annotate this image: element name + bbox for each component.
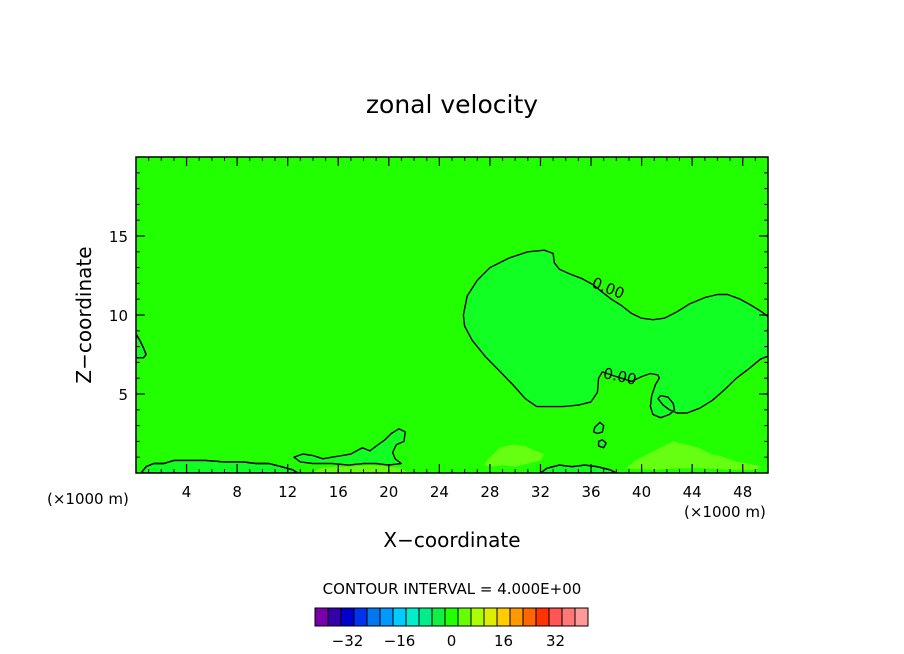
x-tick-label: 16: [329, 483, 348, 501]
contour-bottom-light-patch-2: [483, 444, 545, 467]
colorbar-tick-label: 0: [447, 632, 457, 650]
x-tick-label: 4: [182, 483, 192, 501]
colorbar-swatch: [470, 607, 485, 627]
colorbar-swatch: [522, 607, 537, 627]
x-tick-label: 8: [232, 483, 242, 501]
contour-line-left-edge-bump: [136, 333, 147, 359]
contour-small-loop-b: [597, 439, 607, 449]
x-tick-label: 32: [531, 483, 550, 501]
colorbar-swatch: [379, 607, 394, 627]
colorbar-swatch: [574, 607, 589, 627]
contour-line-bottom-contour-right: [540, 464, 617, 473]
colorbar-swatch: [392, 607, 407, 627]
y-axis-label: Z−coordinate: [72, 246, 96, 383]
x-tick-label: 12: [278, 483, 297, 501]
colorbar-title: CONTOUR INTERVAL = 4.000E+00: [323, 580, 582, 598]
contour-small-loop-a: [592, 421, 605, 435]
x-unit-left: (×1000 m): [47, 490, 129, 508]
chart-title: zonal velocity: [366, 90, 538, 119]
field-background: [136, 157, 768, 473]
colorbar: −32 −16 0 16 32: [314, 607, 589, 650]
x-unit-right: (×1000 m): [684, 503, 766, 521]
colorbar-swatch: [366, 607, 381, 627]
colorbar-swatch: [483, 607, 498, 627]
colorbar-swatch: [340, 607, 355, 627]
colorbar-swatch: [431, 607, 446, 627]
colorbar-swatch: [457, 607, 472, 627]
colorbar-swatch: [327, 607, 342, 627]
x-axis-label: X−coordinate: [383, 528, 520, 552]
contour-line-bottom-contour-left: [140, 459, 299, 473]
colorbar-swatch: [418, 607, 433, 627]
colorbar-swatch: [353, 607, 368, 627]
colorbar-swatch: [496, 607, 511, 627]
x-tick-label: 48: [733, 483, 752, 501]
contour-bottom-blob-mid: [293, 428, 406, 466]
colorbar-swatch: [444, 607, 459, 627]
colorbar-swatch: [405, 607, 420, 627]
x-tick-label: 44: [683, 483, 702, 501]
colorbar-swatch: [509, 607, 524, 627]
colorbar-tick-label: 16: [494, 632, 513, 650]
x-tick-label: 40: [632, 483, 651, 501]
x-tick-label: 24: [430, 483, 449, 501]
colorbar-swatch: [548, 607, 563, 627]
contour-zero-contour-main: [462, 249, 768, 419]
x-tick-label: 28: [480, 483, 499, 501]
colorbar-tick-label: −16: [384, 632, 416, 650]
x-tick-label: 20: [379, 483, 398, 501]
x-tick-label: 36: [581, 483, 600, 501]
contour-bottom-light-patch-3: [626, 441, 762, 470]
y-tick-label: 15: [109, 228, 128, 246]
colorbar-tick-label: 32: [546, 632, 565, 650]
colorbar-tick-label: −32: [332, 632, 364, 650]
colorbar-swatch: [535, 607, 550, 627]
y-tick-label: 10: [109, 307, 128, 325]
y-tick-label: 5: [118, 386, 128, 404]
contour-bottom-light-patch-1: [313, 465, 408, 473]
colorbar-swatch: [314, 607, 329, 627]
colorbar-swatch: [561, 607, 576, 627]
